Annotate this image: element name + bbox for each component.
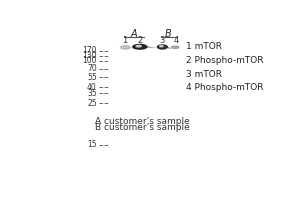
Text: 35: 35 <box>87 89 97 98</box>
Ellipse shape <box>171 46 179 48</box>
Text: 1: 1 <box>122 36 127 45</box>
Text: 3 mTOR: 3 mTOR <box>186 70 222 79</box>
Text: 2 Phospho-mTOR: 2 Phospho-mTOR <box>186 56 264 65</box>
Ellipse shape <box>136 45 141 47</box>
Text: 170: 170 <box>82 46 97 55</box>
Text: A customer’s sample: A customer’s sample <box>95 117 190 126</box>
Text: 70: 70 <box>87 64 97 73</box>
Text: 4 Phospho-mTOR: 4 Phospho-mTOR <box>186 83 264 92</box>
Text: 15: 15 <box>87 140 97 149</box>
Text: B: B <box>164 29 171 39</box>
Text: 3: 3 <box>159 36 165 45</box>
Ellipse shape <box>158 45 167 49</box>
Ellipse shape <box>121 46 130 49</box>
Ellipse shape <box>133 44 147 49</box>
Text: 100: 100 <box>82 56 97 65</box>
Text: 40: 40 <box>87 83 97 92</box>
Ellipse shape <box>160 45 163 47</box>
Text: 1 mTOR: 1 mTOR <box>186 42 222 51</box>
Text: 55: 55 <box>87 73 97 82</box>
Text: 4: 4 <box>173 36 178 45</box>
Text: 130: 130 <box>82 51 97 60</box>
Text: 2: 2 <box>137 36 142 45</box>
Text: 25: 25 <box>87 99 97 108</box>
Text: B customer’s sample: B customer’s sample <box>95 123 190 132</box>
Text: A: A <box>131 29 137 39</box>
